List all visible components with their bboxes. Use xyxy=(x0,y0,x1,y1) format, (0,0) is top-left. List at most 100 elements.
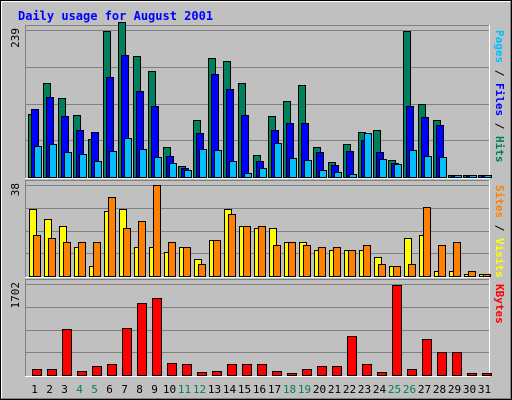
side-legend: KBytes xyxy=(493,284,506,324)
bar-kbytes-day-23 xyxy=(362,364,372,376)
bar-sites-day-31 xyxy=(483,274,491,277)
bar-sites-day-17 xyxy=(273,245,281,277)
legend-part: / xyxy=(493,63,506,83)
bar-pages-day-8 xyxy=(139,149,147,178)
bar-files-day-15 xyxy=(241,115,249,178)
bar-pages-day-10 xyxy=(169,163,177,178)
bar-pages-day-16 xyxy=(259,168,267,178)
panel-background xyxy=(25,279,490,377)
bar-pages-day-7 xyxy=(124,138,132,178)
bar-kbytes-day-10 xyxy=(167,363,177,376)
bar-kbytes-day-18 xyxy=(287,373,297,376)
bar-pages-day-24 xyxy=(379,159,387,178)
bar-sites-day-11 xyxy=(183,247,191,277)
x-tick-label-day-14: 14 xyxy=(223,383,237,396)
legend-part: KBytes xyxy=(493,284,506,324)
bar-pages-day-31 xyxy=(484,175,492,178)
bar-kbytes-day-29 xyxy=(452,352,462,376)
bar-sites-day-16 xyxy=(258,226,266,277)
bar-kbytes-day-1 xyxy=(32,369,42,376)
x-tick-label-day-28: 28 xyxy=(433,383,446,396)
bar-pages-day-1 xyxy=(34,146,42,178)
bar-sites-day-1 xyxy=(33,235,41,277)
bar-sites-day-26 xyxy=(408,264,416,277)
bar-kbytes-day-21 xyxy=(332,366,342,376)
legend-part: Visits xyxy=(493,238,506,278)
bar-kbytes-day-12 xyxy=(197,372,207,376)
legend-part: Sites xyxy=(493,185,506,218)
bar-pages-day-14 xyxy=(229,161,237,178)
bar-kbytes-day-5 xyxy=(92,366,102,376)
bar-kbytes-day-9 xyxy=(152,298,162,376)
x-tick-label-day-8: 8 xyxy=(136,383,143,396)
x-tick-label-day-24: 24 xyxy=(373,383,387,396)
bar-sites-day-5 xyxy=(93,242,101,277)
x-tick-label-day-12: 12 xyxy=(193,383,206,396)
bar-pages-day-12 xyxy=(199,149,207,178)
bar-pages-day-17 xyxy=(274,143,282,178)
bar-kbytes-day-30 xyxy=(467,373,477,376)
bar-sites-day-8 xyxy=(138,221,146,277)
panel-visits-sites: 38 Sites / Visits xyxy=(9,180,506,278)
bar-pages-day-20 xyxy=(319,170,327,178)
bar-sites-day-20 xyxy=(318,247,326,277)
bar-kbytes-day-2 xyxy=(47,369,57,376)
x-tick-label-day-18: 18 xyxy=(283,383,296,396)
bar-sites-day-6 xyxy=(108,197,116,277)
bar-sites-day-3 xyxy=(63,242,71,277)
bar-sites-day-15 xyxy=(243,226,251,277)
x-tick-label-day-26: 26 xyxy=(403,383,416,396)
bar-pages-day-22 xyxy=(349,174,357,178)
x-tick-label-day-27: 27 xyxy=(418,383,431,396)
bar-pages-day-23 xyxy=(364,133,372,178)
x-tick-label-day-22: 22 xyxy=(343,383,356,396)
panel-hits-files-pages: 239 Pages / Files / Hits xyxy=(9,22,506,179)
bar-sites-day-14 xyxy=(228,214,236,277)
bar-files-day-22 xyxy=(346,151,354,178)
bar-kbytes-day-19 xyxy=(302,369,312,376)
x-tick-label-day-9: 9 xyxy=(151,383,158,396)
x-tick-label-day-1: 1 xyxy=(31,383,38,396)
x-tick-label-day-25: 25 xyxy=(388,383,401,396)
bar-sites-day-19 xyxy=(303,245,311,277)
bar-pages-day-21 xyxy=(334,172,342,178)
bar-kbytes-day-11 xyxy=(182,364,192,376)
bar-sites-day-10 xyxy=(168,242,176,277)
bar-kbytes-day-14 xyxy=(227,364,237,376)
x-tick-label-day-30: 30 xyxy=(463,383,476,396)
bar-sites-day-12 xyxy=(198,264,206,277)
bar-sites-day-27 xyxy=(423,207,431,277)
bar-kbytes-day-20 xyxy=(317,366,327,376)
x-tick-label-day-7: 7 xyxy=(121,383,128,396)
x-tick-label-day-21: 21 xyxy=(328,383,341,396)
bar-kbytes-day-26 xyxy=(407,369,417,376)
bar-kbytes-day-8 xyxy=(137,303,147,376)
bar-pages-day-11 xyxy=(184,170,192,178)
bar-kbytes-day-31 xyxy=(482,373,492,376)
bar-kbytes-day-28 xyxy=(437,352,447,376)
bar-pages-day-26 xyxy=(409,150,417,178)
bar-pages-day-25 xyxy=(394,164,402,178)
bar-kbytes-day-15 xyxy=(242,364,252,376)
bar-sites-day-21 xyxy=(333,247,341,277)
bar-pages-day-27 xyxy=(424,156,432,178)
x-tick-label-day-15: 15 xyxy=(238,383,251,396)
bar-kbytes-day-27 xyxy=(422,339,432,376)
bar-kbytes-day-17 xyxy=(272,371,282,376)
bar-kbytes-day-25 xyxy=(392,285,402,376)
x-tick-label-day-11: 11 xyxy=(178,383,191,396)
x-tick-label-day-3: 3 xyxy=(61,383,68,396)
bar-kbytes-day-7 xyxy=(122,328,132,376)
bar-sites-day-13 xyxy=(213,240,221,277)
y-max-label: 1702 xyxy=(9,282,22,309)
x-tick-label-day-2: 2 xyxy=(46,383,53,396)
bar-kbytes-day-24 xyxy=(377,372,387,376)
bar-sites-day-29 xyxy=(453,242,461,277)
x-tick-label-day-29: 29 xyxy=(448,383,461,396)
legend-part: Hits xyxy=(493,136,506,163)
x-tick-label-day-10: 10 xyxy=(163,383,176,396)
panel-kbytes: 1702 KBytes xyxy=(9,279,506,377)
legend-part: / xyxy=(493,218,506,238)
legend-part: Pages xyxy=(493,30,506,63)
